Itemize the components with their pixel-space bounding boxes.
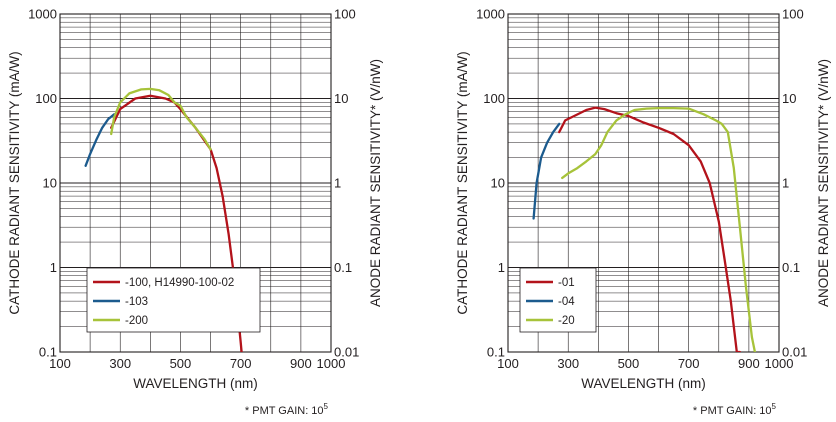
y-tick-label-left: 100	[483, 91, 505, 106]
gain-footnote-text: * PMT GAIN: 10	[693, 405, 772, 417]
y-tick-label-right: 1	[334, 176, 341, 191]
gain-footnote: * PMT GAIN: 105	[245, 402, 329, 417]
series-line-3	[561, 106, 757, 352]
y-tick-label-right: 10	[334, 91, 348, 106]
y-axis-title-right: ANODE RADIANT SENSITIVITY* (V/nW)	[816, 59, 831, 307]
gain-footnote: * PMT GAIN: 105	[693, 402, 777, 417]
legend-label: -200	[125, 315, 148, 327]
x-axis-title: WAVELENGTH (nm)	[581, 376, 706, 391]
gain-footnote-exponent: 5	[324, 402, 329, 411]
legend: -100, H14990-100-02 -103 -200	[86, 267, 261, 333]
chart-1: 100 300 500 700 900 10000.111010010000.010.11…	[7, 7, 383, 418]
y-tick-label-left: 100	[35, 91, 57, 106]
y-tick-label-left: 1	[50, 260, 57, 275]
y-tick-label-left: 0.1	[487, 345, 505, 360]
y-tick-label-right: 100	[782, 7, 804, 22]
y-tick-label-right: 0.01	[782, 345, 807, 360]
series-group	[532, 106, 757, 352]
y-tick-label-right: 1	[782, 176, 789, 191]
series-line-1	[558, 106, 742, 352]
plot-frame	[507, 13, 780, 353]
x-tick-label: 300	[557, 356, 579, 371]
x-tick-label: 300	[109, 356, 131, 371]
y-tick-label-left: 1000	[28, 7, 57, 22]
x-tick-label: 700	[678, 356, 700, 371]
x-tick-label: 100	[497, 356, 519, 371]
x-axis-title: WAVELENGTH (nm)	[133, 376, 258, 391]
y-axis-title-left: CATHODE RADIANT SENSITIVITY (mA/W)	[455, 51, 470, 314]
chart-2: 100 300 500 700 900 10000.111010010000.010.11…	[455, 7, 831, 418]
x-tick-label: 700	[230, 356, 252, 371]
series-line-3	[110, 87, 212, 151]
x-tick-label: 500	[618, 356, 640, 371]
y-axis-title-right: ANODE RADIANT SENSITIVITY* (V/nW)	[368, 59, 383, 307]
x-tick-label: 1000	[765, 356, 794, 371]
legend: -01 -04 -20	[519, 267, 597, 333]
gain-footnote-exponent: 5	[772, 402, 777, 411]
series-line-2	[532, 122, 561, 220]
gain-footnote-text: * PMT GAIN: 10	[245, 405, 324, 417]
x-tick-label: 100	[49, 356, 71, 371]
y-axis-title-left: CATHODE RADIANT SENSITIVITY (mA/W)	[7, 51, 22, 314]
legend-label: -20	[558, 315, 575, 327]
y-tick-label-right: 10	[782, 91, 796, 106]
y-tick-label-left: 10	[43, 176, 57, 191]
y-tick-label-left: 1000	[476, 7, 505, 22]
x-tick-label: 900	[738, 356, 760, 371]
y-tick-label-left: 10	[491, 176, 505, 191]
legend-label: -04	[558, 296, 575, 308]
y-tick-label-right: 0.1	[334, 260, 352, 275]
plot-frame	[59, 13, 332, 353]
series-line-2	[84, 113, 116, 167]
x-tick-label: 1000	[317, 356, 346, 371]
y-tick-label-left: 0.1	[39, 345, 57, 360]
legend-label: -01	[558, 277, 575, 289]
y-tick-label-left: 1	[498, 260, 505, 275]
y-tick-label-right: 100	[334, 7, 356, 22]
x-tick-label: 900	[290, 356, 312, 371]
x-tick-label: 500	[170, 356, 192, 371]
y-tick-label-right: 0.1	[782, 260, 800, 275]
legend-label: -103	[125, 296, 148, 308]
y-tick-label-right: 0.01	[334, 345, 359, 360]
legend-label: -100, H14990-100-02	[125, 277, 234, 289]
